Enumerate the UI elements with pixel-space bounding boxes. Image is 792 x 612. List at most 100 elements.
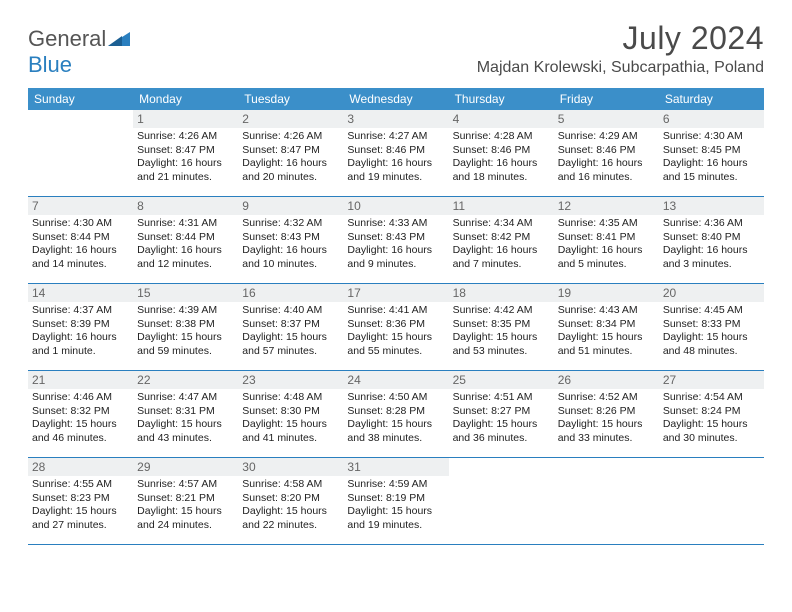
day-number: 31: [343, 458, 448, 476]
day-header: Tuesday: [238, 88, 343, 110]
sunrise-line: Sunrise: 4:26 AM: [242, 130, 339, 144]
daylight-line: Daylight: 15 hours: [242, 418, 339, 432]
day-cell: 9Sunrise: 4:32 AMSunset: 8:43 PMDaylight…: [238, 197, 343, 283]
day-header: Saturday: [659, 88, 764, 110]
sunrise-line: Sunrise: 4:33 AM: [347, 217, 444, 231]
day-number: 23: [238, 371, 343, 389]
daylight-line: and 5 minutes.: [558, 258, 655, 272]
day-cell: 25Sunrise: 4:51 AMSunset: 8:27 PMDayligh…: [449, 371, 554, 457]
day-cell: 24Sunrise: 4:50 AMSunset: 8:28 PMDayligh…: [343, 371, 448, 457]
sunrise-line: Sunrise: 4:43 AM: [558, 304, 655, 318]
daylight-line: and 53 minutes.: [453, 345, 550, 359]
daylight-line: Daylight: 16 hours: [347, 244, 444, 258]
sunrise-line: Sunrise: 4:29 AM: [558, 130, 655, 144]
day-number: 5: [554, 110, 659, 128]
title-block: July 2024 Majdan Krolewski, Subcarpathia…: [477, 20, 764, 77]
month-title: July 2024: [477, 20, 764, 57]
daylight-line: Daylight: 15 hours: [453, 331, 550, 345]
day-number: 13: [659, 197, 764, 215]
day-number: 19: [554, 284, 659, 302]
day-number: 12: [554, 197, 659, 215]
day-number: 10: [343, 197, 448, 215]
day-number: 14: [28, 284, 133, 302]
daylight-line: Daylight: 16 hours: [663, 157, 760, 171]
header: GeneralBlue July 2024 Majdan Krolewski, …: [28, 20, 764, 78]
day-number: 18: [449, 284, 554, 302]
week-row: 7Sunrise: 4:30 AMSunset: 8:44 PMDaylight…: [28, 197, 764, 284]
day-number: 20: [659, 284, 764, 302]
sunset-line: Sunset: 8:37 PM: [242, 318, 339, 332]
daylight-line: and 30 minutes.: [663, 432, 760, 446]
daylight-line: Daylight: 15 hours: [32, 505, 129, 519]
sunset-line: Sunset: 8:20 PM: [242, 492, 339, 506]
day-number: 1: [133, 110, 238, 128]
daylight-line: and 36 minutes.: [453, 432, 550, 446]
day-cell: 20 Sunrise: 4:45 AMSunset: 8:33 PMDayligh…: [659, 284, 764, 370]
day-number: 8: [133, 197, 238, 215]
day-number: 29: [133, 458, 238, 476]
day-cell: 8Sunrise: 4:31 AMSunset: 8:44 PMDaylight…: [133, 197, 238, 283]
day-cell: 28Sunrise: 4:55 AMSunset: 8:23 PMDayligh…: [28, 458, 133, 544]
sunset-line: Sunset: 8:23 PM: [32, 492, 129, 506]
sunrise-line: Sunrise: 4:45 AM: [663, 304, 760, 318]
daylight-line: and 21 minutes.: [137, 171, 234, 185]
day-cell: 5Sunrise: 4:29 AMSunset: 8:46 PMDaylight…: [554, 110, 659, 196]
day-header: Thursday: [449, 88, 554, 110]
day-number: 22: [133, 371, 238, 389]
sunrise-line: Sunrise: 4:59 AM: [347, 478, 444, 492]
logo-text-2: Blue: [28, 52, 72, 77]
day-headers: SundayMondayTuesdayWednesdayThursdayFrid…: [28, 88, 764, 110]
daylight-line: Daylight: 16 hours: [558, 157, 655, 171]
daylight-line: Daylight: 16 hours: [453, 157, 550, 171]
sunset-line: Sunset: 8:43 PM: [347, 231, 444, 245]
sunrise-line: Sunrise: 4:32 AM: [242, 217, 339, 231]
daylight-line: and 16 minutes.: [558, 171, 655, 185]
day-cell: [449, 458, 554, 544]
calendar: SundayMondayTuesdayWednesdayThursdayFrid…: [28, 88, 764, 545]
daylight-line: and 51 minutes.: [558, 345, 655, 359]
day-header: Friday: [554, 88, 659, 110]
daylight-line: and 20 minutes.: [242, 171, 339, 185]
sunrise-line: Sunrise: 4:39 AM: [137, 304, 234, 318]
sunrise-line: Sunrise: 4:41 AM: [347, 304, 444, 318]
sunset-line: Sunset: 8:38 PM: [137, 318, 234, 332]
day-cell: 18Sunrise: 4:42 AMSunset: 8:35 PMDayligh…: [449, 284, 554, 370]
week-row: 28Sunrise: 4:55 AMSunset: 8:23 PMDayligh…: [28, 458, 764, 545]
daylight-line: Daylight: 16 hours: [453, 244, 550, 258]
daylight-line: and 24 minutes.: [137, 519, 234, 533]
daylight-line: Daylight: 16 hours: [242, 244, 339, 258]
sunrise-line: Sunrise: 4:58 AM: [242, 478, 339, 492]
sunrise-line: Sunrise: 4:31 AM: [137, 217, 234, 231]
week-row: 1 Sunrise: 4:26 AM Sunset: 8:47 PM Daylight…: [28, 110, 764, 197]
day-cell: 12Sunrise: 4:35 AMSunset: 8:41 PMDayligh…: [554, 197, 659, 283]
day-number: 16: [238, 284, 343, 302]
daylight-line: Daylight: 15 hours: [347, 331, 444, 345]
day-number: 21: [28, 371, 133, 389]
day-cell: 17Sunrise: 4:41 AMSunset: 8:36 PMDayligh…: [343, 284, 448, 370]
daylight-line: Daylight: 16 hours: [347, 157, 444, 171]
daylight-line: and 9 minutes.: [347, 258, 444, 272]
day-cell: 1Sunrise: 4:26 AMSunset: 8:47 PMDaylight…: [133, 110, 238, 196]
sunset-line: Sunset: 8:46 PM: [453, 144, 550, 158]
daylight-line: Daylight: 15 hours: [453, 418, 550, 432]
daylight-line: and 55 minutes.: [347, 345, 444, 359]
sunset-line: Sunset: 8:33 PM: [663, 318, 760, 332]
sunrise-line: Sunrise: 4:36 AM: [663, 217, 760, 231]
sunrise-line: Sunrise: 4:28 AM: [453, 130, 550, 144]
sunset-line: Sunset: 8:42 PM: [453, 231, 550, 245]
sunset-line: Sunset: 8:32 PM: [32, 405, 129, 419]
day-cell: 30Sunrise: 4:58 AMSunset: 8:20 PMDayligh…: [238, 458, 343, 544]
day-cell: 10 Sunrise: 4:33 AMSunset: 8:43 PMDayligh…: [343, 197, 448, 283]
week-row: 21Sunrise: 4:46 AMSunset: 8:32 PMDayligh…: [28, 371, 764, 458]
sunset-line: Sunset: 8:47 PM: [137, 144, 234, 158]
daylight-line: and 27 minutes.: [32, 519, 129, 533]
location: Majdan Krolewski, Subcarpathia, Poland: [477, 59, 764, 77]
sunrise-line: Sunrise: 4:34 AM: [453, 217, 550, 231]
sunrise-line: Sunrise: 4:55 AM: [32, 478, 129, 492]
sunrise-line: Sunrise: 4:48 AM: [242, 391, 339, 405]
day-cell: [659, 458, 764, 544]
daylight-line: and 15 minutes.: [663, 171, 760, 185]
day-number: 27: [659, 371, 764, 389]
daylight-line: Daylight: 15 hours: [663, 331, 760, 345]
sunrise-line: Sunrise: 4:51 AM: [453, 391, 550, 405]
